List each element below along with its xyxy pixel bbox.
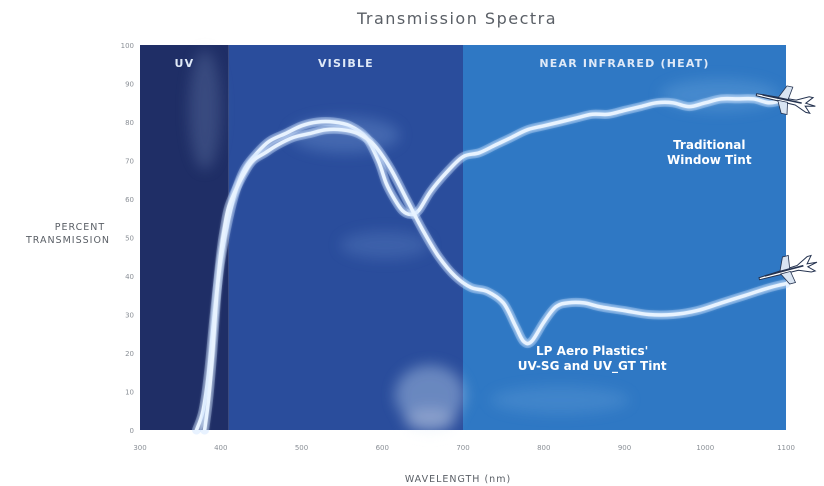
y-tick-label: 50	[125, 235, 134, 243]
series-label-traditional-tint: Traditional	[673, 138, 745, 152]
y-tick-label: 60	[125, 196, 134, 204]
spectrum-regions	[140, 45, 786, 430]
chart-title: Transmission Spectra	[356, 9, 557, 28]
x-tick-label: 800	[537, 444, 550, 452]
series-line-traditional-tint	[194, 96, 788, 432]
y-tick-label: 20	[125, 350, 134, 358]
cloud-decoration	[189, 50, 780, 432]
region-labels: UV VISIBLE NEAR INFRARED (HEAT)	[174, 57, 709, 70]
x-tick-label: 500	[295, 444, 308, 452]
y-tick-label: 30	[125, 312, 134, 320]
x-tick-label: 1000	[696, 444, 714, 452]
region-label: UV	[174, 57, 194, 70]
y-tick-label: 10	[125, 389, 134, 397]
y-tick-label: 0	[130, 427, 134, 435]
series-label-lp-aero-tint: LP Aero Plastics'	[536, 344, 648, 358]
x-tick-label: 1100	[777, 444, 795, 452]
y-tick-label: 90	[125, 81, 134, 89]
series-label-lp-aero-tint: UV-SG and UV_GT Tint	[518, 359, 667, 374]
airplane-icon	[755, 85, 816, 116]
y-axis-label-line2: TRANSMISSION	[25, 235, 110, 246]
series-label-traditional-tint: Window Tint	[667, 153, 752, 167]
series-lines	[192, 94, 791, 435]
airplane-icon	[758, 254, 818, 285]
y-tick-label: 70	[125, 158, 134, 166]
y-tick-label: 40	[125, 273, 134, 281]
x-axis-label: WAVELENGTH (nm)	[405, 474, 511, 485]
x-tick-label: 600	[376, 444, 389, 452]
x-tick-label: 400	[214, 444, 227, 452]
y-axis: 0 10 20 30 40 50 60 70 80 90 100	[121, 42, 134, 435]
y-tick-label: 100	[121, 42, 134, 50]
y-tick-label: 80	[125, 119, 134, 127]
region-label: VISIBLE	[318, 57, 374, 70]
region-label: NEAR INFRARED (HEAT)	[539, 57, 709, 70]
y-axis-label-line1: PERCENT	[55, 222, 105, 233]
x-tick-label: 700	[456, 444, 469, 452]
x-tick-label: 300	[133, 444, 146, 452]
series-line-lp-aero-tint	[202, 127, 788, 432]
x-tick-label: 900	[618, 444, 631, 452]
x-axis: 300 400 500 600 700 800 900 1000 1100	[133, 444, 795, 452]
